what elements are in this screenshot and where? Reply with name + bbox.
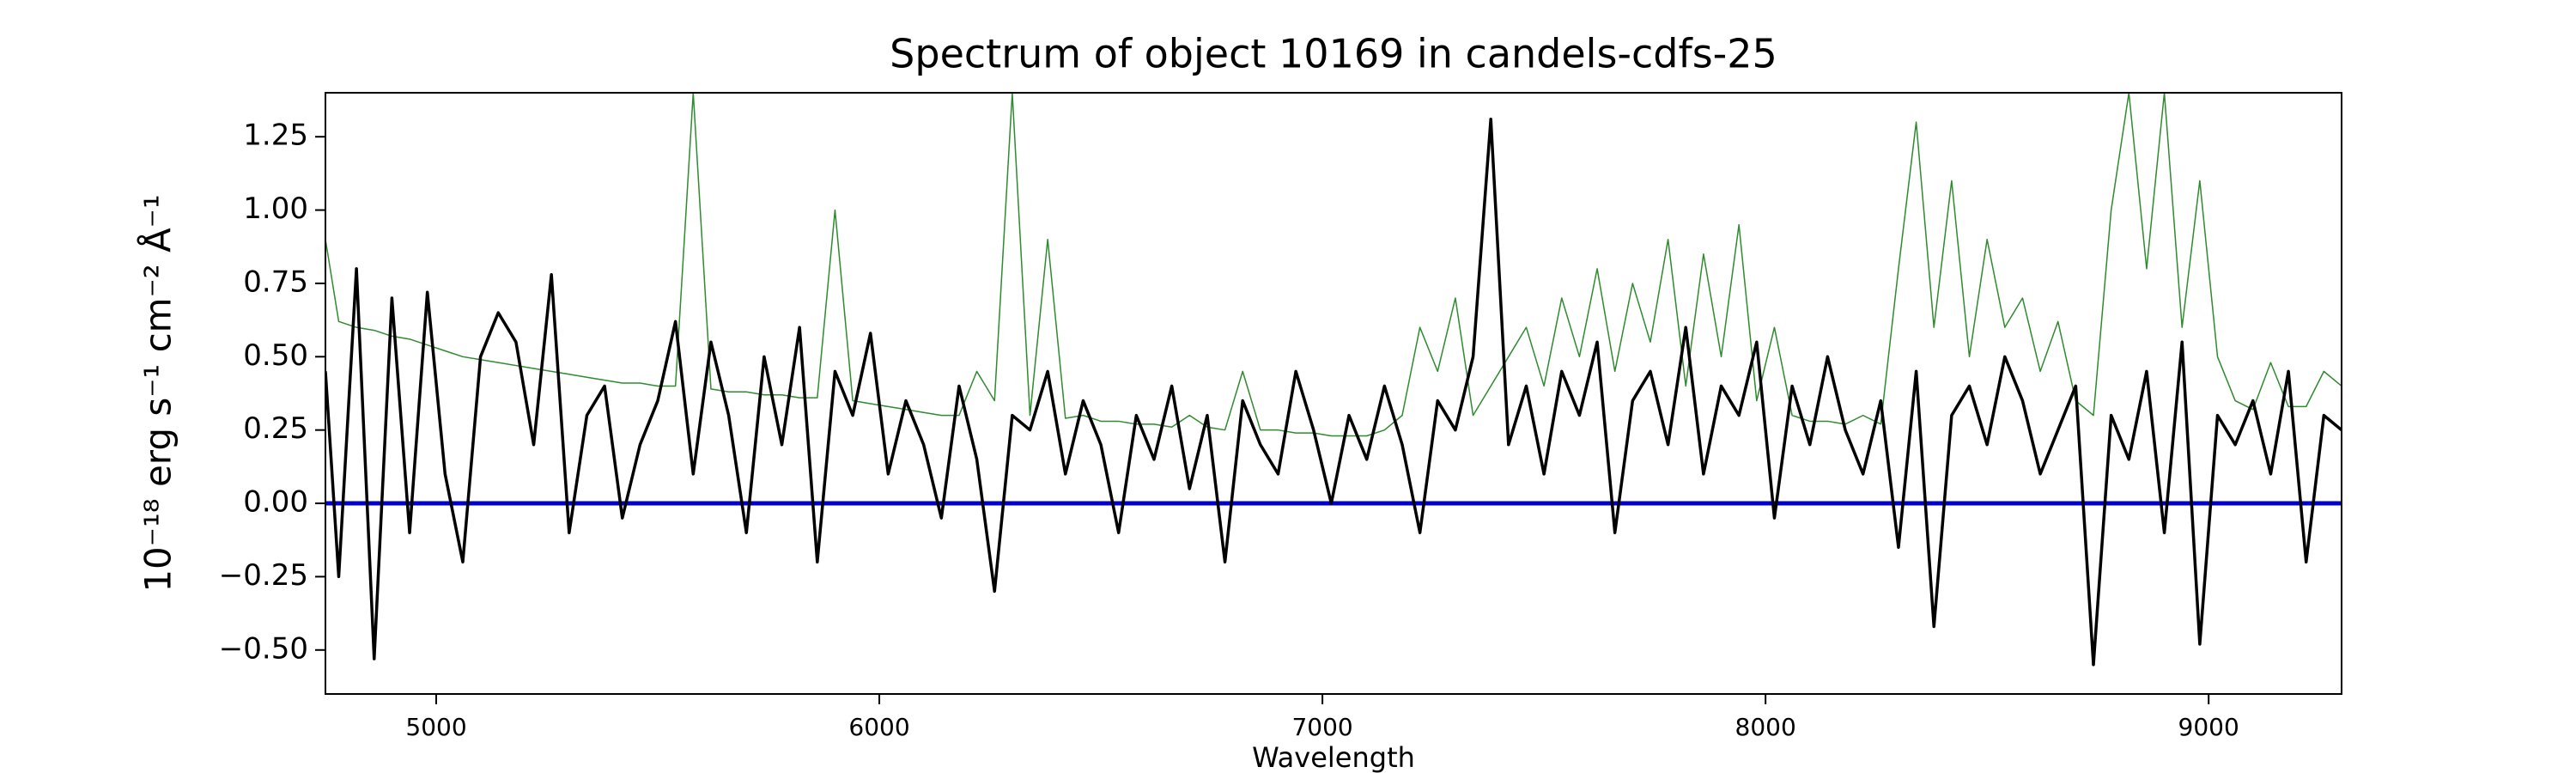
x-axis-label: Wavelength: [1252, 741, 1415, 773]
x-tick-label: 9000: [2178, 713, 2239, 741]
axes-frame: [325, 92, 2342, 695]
x-tick-label: 7000: [1291, 713, 1352, 741]
series-line: [325, 117, 2342, 666]
y-tick-label: 0.50: [243, 338, 308, 373]
y-tick-label: −0.50: [219, 631, 308, 666]
y-axis-label: 10⁻¹⁸ erg s⁻¹ cm⁻² Å⁻¹: [137, 194, 179, 592]
x-tick-label: 8000: [1735, 713, 1796, 741]
plot-area: [325, 93, 2342, 666]
y-tick-label: −0.25: [219, 558, 308, 593]
x-tick-label: 6000: [848, 713, 909, 741]
y-tick-label: 0.00: [243, 485, 308, 520]
series-line: [325, 93, 2342, 437]
y-tick-label: 0.25: [243, 411, 308, 446]
y-tick-label: 0.75: [243, 265, 308, 299]
y-tick-label: 1.25: [243, 119, 308, 153]
y-tick-label: 1.00: [243, 192, 308, 226]
x-tick-label: 5000: [405, 713, 466, 741]
chart-title: Spectrum of object 10169 in candels-cdfs…: [890, 31, 1777, 77]
